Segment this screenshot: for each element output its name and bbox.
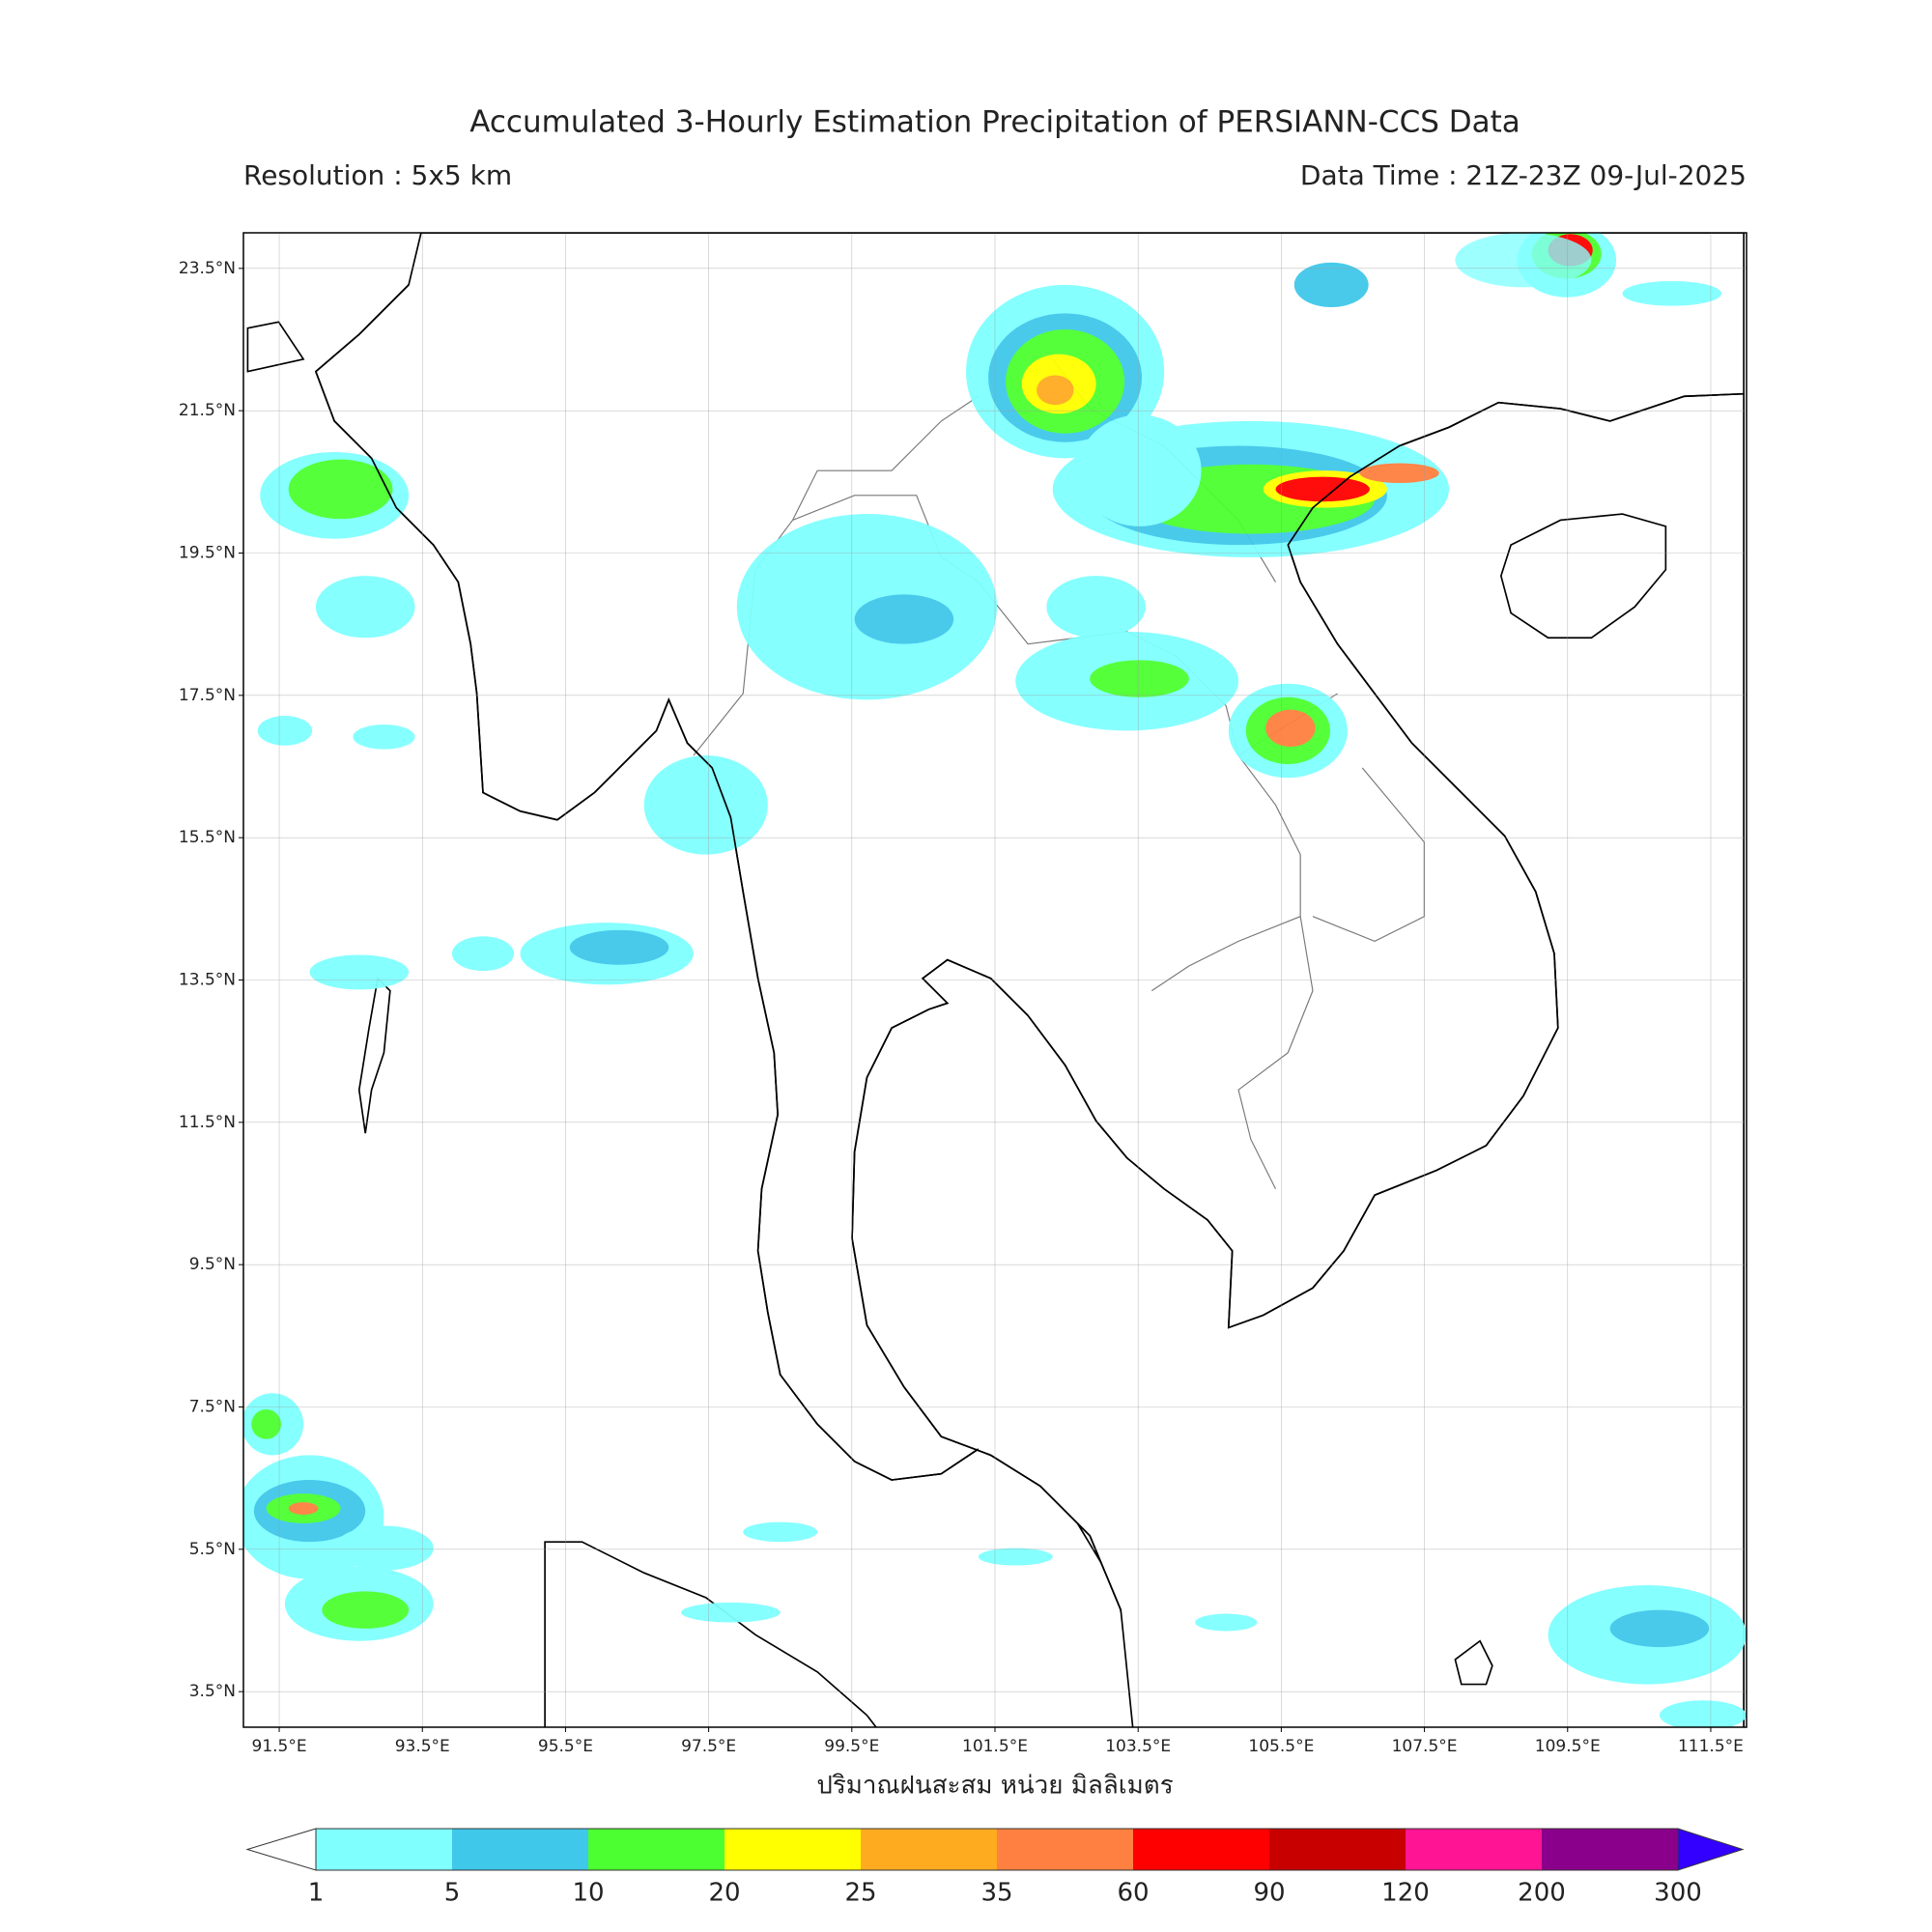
colorbar-label: 1	[308, 1879, 325, 1908]
colorbar-label: 5	[444, 1879, 461, 1908]
y-tick-label: 19.5°N	[179, 544, 236, 563]
colorbar-box	[452, 1829, 589, 1870]
colorbar-box	[1133, 1829, 1270, 1870]
y-tick-label: 15.5°N	[179, 828, 236, 847]
x-axis-label: ปริมาณฝนสะสม หน่วย มิลลิเมตร	[816, 1772, 1173, 1801]
precipitation	[243, 233, 1747, 1727]
y-tick-label: 5.5°N	[189, 1540, 236, 1559]
borneo	[1454, 1639, 1493, 1686]
colorbar-outline	[315, 1828, 1679, 1871]
x-tick-label: 93.5°E	[395, 1737, 450, 1756]
colorbar-box	[724, 1829, 862, 1870]
colorbar-label: 90	[1253, 1879, 1285, 1908]
x-tick-label: 97.5°E	[681, 1737, 736, 1756]
x-tick-label: 109.5°E	[1535, 1737, 1601, 1756]
colorbar-under	[245, 1828, 317, 1871]
colorbar-label: 200	[1518, 1879, 1566, 1908]
y-tick-label: 13.5°N	[179, 971, 236, 990]
colorbar-box	[1542, 1829, 1679, 1870]
colorbar-label: 60	[1117, 1879, 1149, 1908]
x-tick-label: 107.5°E	[1392, 1737, 1458, 1756]
y-tick-label: 17.5°N	[179, 686, 236, 705]
bangladesh-coast	[246, 321, 305, 373]
colorbar-box	[588, 1829, 725, 1870]
x-tick-label: 103.5°E	[1105, 1737, 1171, 1756]
y-tick-label: 11.5°N	[179, 1113, 236, 1132]
y-tick-label: 7.5°N	[189, 1398, 236, 1417]
grid	[243, 233, 1747, 1727]
colorbar-over	[1677, 1828, 1745, 1871]
y-tick-label: 21.5°N	[179, 401, 236, 420]
x-tick-label: 111.5°E	[1678, 1737, 1744, 1756]
sumatra	[544, 1541, 877, 1727]
map	[243, 233, 1747, 1727]
andaman-islands	[357, 977, 391, 1134]
colorbar-label: 120	[1381, 1879, 1430, 1908]
resolution: Resolution : 5x5 km	[243, 159, 512, 191]
x-tick-label: 95.5°E	[538, 1737, 593, 1756]
x-tick-label: 101.5°E	[962, 1737, 1028, 1756]
colorbar-label: 35	[980, 1879, 1012, 1908]
colorbar-label: 25	[844, 1879, 876, 1908]
colorbar-box	[316, 1829, 453, 1870]
y-tick-label: 9.5°N	[189, 1255, 236, 1274]
colorbar-box	[1269, 1829, 1406, 1870]
y-tick-label: 3.5°N	[189, 1682, 236, 1701]
data-time: Data Time : 21Z-23Z 09-Jul-2025	[1300, 159, 1747, 191]
title: Accumulated 3-Hourly Estimation Precipit…	[469, 105, 1520, 140]
colorbar-box	[997, 1829, 1134, 1870]
x-tick-label: 105.5°E	[1248, 1737, 1314, 1756]
x-tick-label: 99.5°E	[824, 1737, 879, 1756]
colorbar-label: 10	[572, 1879, 604, 1908]
colorbar-label: 20	[708, 1879, 740, 1908]
x-tick-label: 91.5°E	[252, 1737, 307, 1756]
colorbar-label: 300	[1654, 1879, 1702, 1908]
hainan	[1499, 513, 1667, 639]
colorbar-box	[861, 1829, 998, 1870]
y-tick-label: 23.5°N	[179, 259, 236, 278]
colorbar-box	[1406, 1829, 1543, 1870]
coast-outline	[314, 284, 1745, 1610]
colorbar: 1 5 10 20 25 35 60 90 120 200 300	[245, 1828, 1745, 1908]
